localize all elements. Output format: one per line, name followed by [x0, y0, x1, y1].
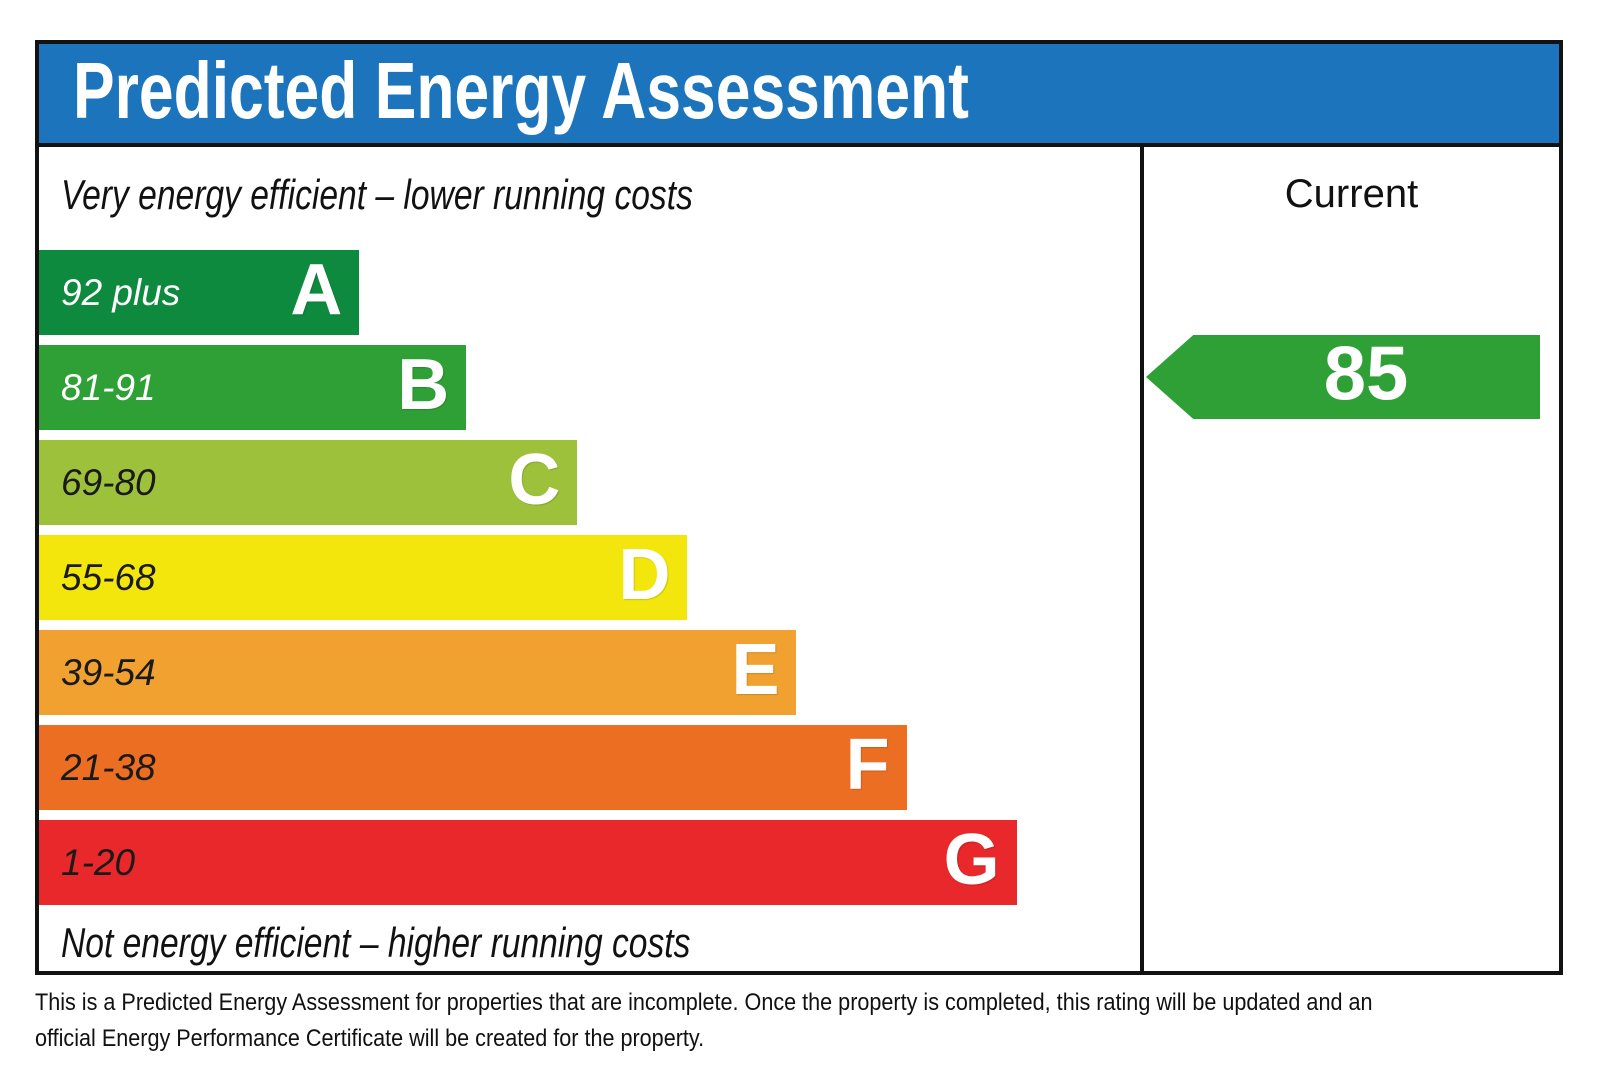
band-range-label: 92 plus	[61, 271, 181, 313]
band-bar-f: 21-38 F	[39, 725, 907, 810]
current-rating-panel: Current 85	[1140, 147, 1559, 971]
rating-bands: 92 plus A 81-91 B 69-80 C	[39, 250, 1140, 905]
bottom-annotation-text: Not energy efficient – higher running co…	[61, 919, 691, 966]
top-annotation-text: Very energy efficient – lower running co…	[61, 171, 693, 218]
chart-body: Very energy efficient – lower running co…	[39, 147, 1559, 971]
page-title: Predicted Energy Assessment	[73, 45, 969, 135]
band-letter: F	[845, 724, 890, 805]
title-bar: Predicted Energy Assessment	[39, 44, 1559, 147]
band-letter: G	[943, 819, 1000, 900]
footnote: This is a Predicted Energy Assessment fo…	[35, 986, 1521, 1058]
footnote-line-1: This is a Predicted Energy Assessment fo…	[35, 986, 1521, 1022]
band-range-label: 1-20	[61, 841, 136, 883]
band-range-label: 81-91	[61, 366, 156, 408]
band-range-label: 39-54	[61, 651, 156, 693]
footnote-line-2: official Energy Performance Certificate …	[35, 1022, 1521, 1058]
band-bar-b: 81-91 B	[39, 344, 467, 430]
band-bar-e: 39-54 E	[39, 629, 797, 715]
rating-scale-panel: Very energy efficient – lower running co…	[39, 147, 1140, 971]
certificate-box: Predicted Energy Assessment Very energy …	[35, 40, 1563, 975]
footnote-text: This is a Predicted Energy Assessment fo…	[35, 989, 1373, 1016]
footnote-text: official Energy Performance Certificate …	[35, 1025, 705, 1052]
band-row-f: 21-38 F	[39, 725, 1140, 810]
band-row-c: 69-80 C	[39, 440, 1140, 525]
band-letter: B	[397, 344, 450, 425]
band-bar-a: 92 plus A	[39, 249, 360, 335]
band-bar-d: 55-68 D	[39, 534, 688, 620]
band-row-a: 92 plus A	[39, 250, 1140, 335]
band-letter: C	[508, 439, 561, 520]
band-bar-g: 1-20 G	[39, 820, 1017, 905]
top-annotation: Very energy efficient – lower running co…	[61, 169, 1140, 231]
band-row-d: 55-68 D	[39, 535, 1140, 620]
current-rating-value: 85	[1323, 331, 1409, 417]
band-letter: A	[290, 249, 343, 330]
band-row-g: 1-20 G	[39, 820, 1140, 905]
band-range-label: 21-38	[61, 746, 156, 788]
band-letter: D	[618, 534, 671, 615]
band-row-b: 81-91 B	[39, 345, 1140, 430]
band-row-e: 39-54 E	[39, 630, 1140, 715]
current-column-header: Current	[1284, 172, 1419, 216]
band-range-label: 55-68	[61, 556, 156, 598]
band-bar-c: 69-80 C	[39, 439, 578, 525]
band-range-label: 69-80	[61, 461, 156, 503]
bottom-annotation: Not energy efficient – higher running co…	[61, 917, 1140, 979]
current-rating-arrow: 85	[1146, 335, 1540, 419]
band-letter: E	[731, 629, 780, 710]
